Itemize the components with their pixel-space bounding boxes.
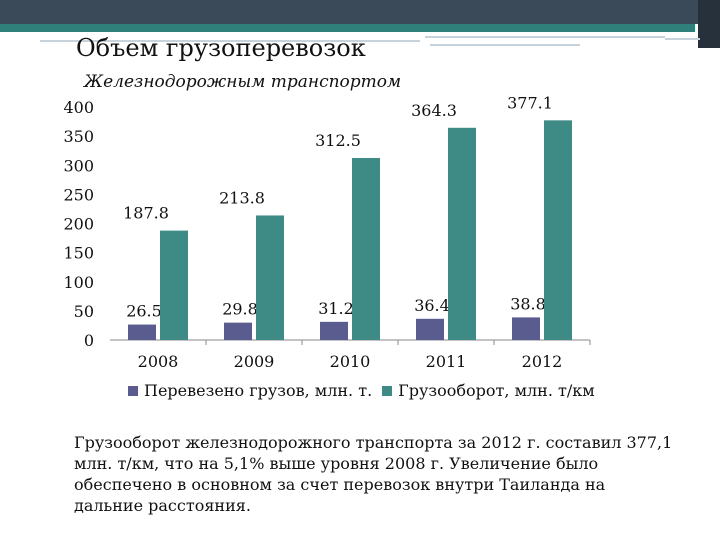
bar-cargo xyxy=(128,324,156,340)
legend-label: Перевезено грузов, млн. т. xyxy=(144,381,373,400)
y-tick-label: 50 xyxy=(74,302,94,321)
data-label: 377.1 xyxy=(507,93,553,112)
bar-chart: 0 50 100 150 200 250 300 350 400 2008 26.5 187.8 200… xyxy=(63,93,591,371)
legend-swatch xyxy=(382,385,393,396)
x-tick-label: 2012 xyxy=(522,352,563,371)
bar-turnover xyxy=(160,230,188,340)
x-tick-label: 2010 xyxy=(330,352,371,371)
header-corner-block xyxy=(698,0,720,48)
y-tick-label: 0 xyxy=(84,331,94,350)
data-label: 213.8 xyxy=(219,188,265,207)
y-tick-label: 350 xyxy=(63,127,94,146)
data-label: 38.8 xyxy=(510,294,546,313)
legend-swatch xyxy=(128,385,138,396)
chart-legend: Перевезено грузов, млн. т. Грузооборот, … xyxy=(128,381,605,400)
bar-turnover xyxy=(448,127,476,340)
data-label: 29.8 xyxy=(222,300,258,319)
y-tick-label: 300 xyxy=(63,156,94,175)
x-tick-label: 2008 xyxy=(138,352,179,371)
data-label: 187.8 xyxy=(123,204,169,223)
y-tick-label: 400 xyxy=(63,98,94,117)
x-tick-label: 2011 xyxy=(426,352,467,371)
y-tick-label: 150 xyxy=(63,244,94,263)
chart-subtitle: Железнодорожным транспортом xyxy=(84,72,402,92)
legend-item: Перевезено грузов, млн. т. xyxy=(128,381,372,400)
y-tick-label: 200 xyxy=(63,215,94,234)
legend-item: Грузооборот, млн. т/км xyxy=(382,381,595,400)
decorative-rule xyxy=(665,38,700,40)
bar-turnover xyxy=(256,215,284,340)
data-label: 26.5 xyxy=(126,302,162,321)
x-tick-label: 2009 xyxy=(234,352,275,371)
data-label: 31.2 xyxy=(318,299,354,318)
bar-cargo xyxy=(224,322,252,340)
y-tick-label: 100 xyxy=(63,273,94,292)
header-accent-stripe xyxy=(0,24,695,32)
data-label: 36.4 xyxy=(414,296,450,315)
slide-title: Объем грузоперевозок xyxy=(76,34,366,62)
legend-label: Грузооборот, млн. т/км xyxy=(398,381,595,400)
bar-turnover xyxy=(544,120,572,340)
data-label: 364.3 xyxy=(411,101,457,120)
decorative-rule xyxy=(425,36,665,38)
header-band xyxy=(0,0,720,48)
y-tick-label: 250 xyxy=(63,185,94,204)
bar-cargo xyxy=(512,317,540,340)
decorative-rule xyxy=(40,40,420,42)
decorative-rule xyxy=(430,44,580,46)
bar-cargo xyxy=(416,318,444,340)
data-label: 312.5 xyxy=(315,131,361,150)
bar-cargo xyxy=(320,321,348,340)
bar-turnover xyxy=(352,157,380,340)
caption-text: Грузооборот железнодорожного транспорта … xyxy=(74,433,673,515)
